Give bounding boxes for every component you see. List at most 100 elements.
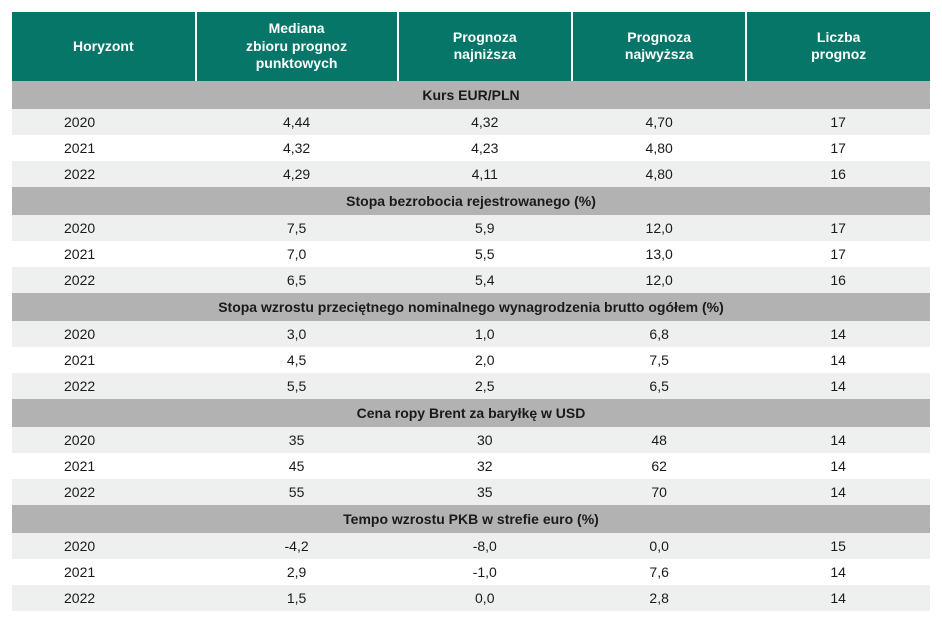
table-row: 202145326214 xyxy=(12,453,930,479)
table-cell: 7,0 xyxy=(196,241,398,267)
table-row: 20214,324,234,8017 xyxy=(12,135,930,161)
table-cell: 17 xyxy=(746,109,930,135)
table-cell: 14 xyxy=(746,585,930,611)
column-header: Prognozanajniższa xyxy=(398,12,572,81)
table-cell: 14 xyxy=(746,559,930,585)
section-header-row: Kurs EUR/PLN xyxy=(12,81,930,109)
table-cell: 2021 xyxy=(12,453,196,479)
table-cell: 2,5 xyxy=(398,373,572,399)
table-cell: 4,23 xyxy=(398,135,572,161)
table-cell: 2020 xyxy=(12,533,196,559)
table-cell: 14 xyxy=(746,321,930,347)
table-cell: 4,70 xyxy=(572,109,746,135)
column-header: Liczbaprognoz xyxy=(746,12,930,81)
table-cell: 4,80 xyxy=(572,161,746,187)
table-cell: 12,0 xyxy=(572,215,746,241)
section-header-row: Tempo wzrostu PKB w strefie euro (%) xyxy=(12,505,930,533)
table-cell: 0,0 xyxy=(398,585,572,611)
table-cell: 17 xyxy=(746,215,930,241)
table-row: 20214,52,07,514 xyxy=(12,347,930,373)
table-cell: 16 xyxy=(746,161,930,187)
table-cell: 0,0 xyxy=(572,533,746,559)
section-header-row: Cena ropy Brent za baryłkę w USD xyxy=(12,399,930,427)
table-row: 20221,50,02,814 xyxy=(12,585,930,611)
table-cell: 15 xyxy=(746,533,930,559)
table-cell: 2021 xyxy=(12,347,196,373)
table-cell: 35 xyxy=(398,479,572,505)
table-cell: 2021 xyxy=(12,241,196,267)
column-header: Horyzont xyxy=(12,12,196,81)
table-row: 20212,9-1,07,614 xyxy=(12,559,930,585)
table-body: Kurs EUR/PLN20204,444,324,701720214,324,… xyxy=(12,81,930,611)
table-cell: 2020 xyxy=(12,321,196,347)
table-cell: 30 xyxy=(398,427,572,453)
table-cell: 4,32 xyxy=(196,135,398,161)
table-row: 2020-4,2-8,00,015 xyxy=(12,533,930,559)
table-cell: 2021 xyxy=(12,559,196,585)
table-cell: 5,9 xyxy=(398,215,572,241)
table-cell: 2020 xyxy=(12,427,196,453)
table-row: 20204,444,324,7017 xyxy=(12,109,930,135)
section-header-row: Stopa wzrostu przeciętnego nominalnego w… xyxy=(12,293,930,321)
table-cell: -4,2 xyxy=(196,533,398,559)
table-cell: 4,80 xyxy=(572,135,746,161)
table-container: HoryzontMedianazbioru prognozpunktowychP… xyxy=(12,12,930,611)
table-row: 202035304814 xyxy=(12,427,930,453)
table-cell: 14 xyxy=(746,453,930,479)
table-row: 20217,05,513,017 xyxy=(12,241,930,267)
table-cell: 32 xyxy=(398,453,572,479)
table-cell: 2022 xyxy=(12,373,196,399)
table-cell: 2022 xyxy=(12,161,196,187)
table-cell: 7,5 xyxy=(196,215,398,241)
table-cell: 45 xyxy=(196,453,398,479)
table-cell: 1,0 xyxy=(398,321,572,347)
table-cell: 4,32 xyxy=(398,109,572,135)
table-cell: 12,0 xyxy=(572,267,746,293)
table-cell: 14 xyxy=(746,479,930,505)
table-cell: 17 xyxy=(746,241,930,267)
section-header-row: Stopa bezrobocia rejestrowanego (%) xyxy=(12,187,930,215)
table-cell: 16 xyxy=(746,267,930,293)
table-cell: 1,5 xyxy=(196,585,398,611)
table-cell: 14 xyxy=(746,373,930,399)
table-cell: 4,29 xyxy=(196,161,398,187)
column-header: Prognozanajwyższa xyxy=(572,12,746,81)
table-cell: 14 xyxy=(746,347,930,373)
table-cell: 2,0 xyxy=(398,347,572,373)
table-row: 20207,55,912,017 xyxy=(12,215,930,241)
table-cell: 5,4 xyxy=(398,267,572,293)
table-row: 20225,52,56,514 xyxy=(12,373,930,399)
table-cell: 5,5 xyxy=(398,241,572,267)
table-row: 20224,294,114,8016 xyxy=(12,161,930,187)
table-cell: 4,5 xyxy=(196,347,398,373)
column-header: Medianazbioru prognozpunktowych xyxy=(196,12,398,81)
table-row: 202255357014 xyxy=(12,479,930,505)
table-head: HoryzontMedianazbioru prognozpunktowychP… xyxy=(12,12,930,81)
table-cell: 7,5 xyxy=(572,347,746,373)
table-cell: 14 xyxy=(746,427,930,453)
table-cell: 4,44 xyxy=(196,109,398,135)
table-cell: 4,11 xyxy=(398,161,572,187)
table-cell: 5,5 xyxy=(196,373,398,399)
section-title: Cena ropy Brent za baryłkę w USD xyxy=(12,399,930,427)
section-title: Tempo wzrostu PKB w strefie euro (%) xyxy=(12,505,930,533)
table-cell: 2022 xyxy=(12,267,196,293)
table-cell: 62 xyxy=(572,453,746,479)
table-cell: 2022 xyxy=(12,479,196,505)
table-cell: -8,0 xyxy=(398,533,572,559)
section-title: Stopa wzrostu przeciętnego nominalnego w… xyxy=(12,293,930,321)
table-cell: 2,8 xyxy=(572,585,746,611)
table-cell: 13,0 xyxy=(572,241,746,267)
table-cell: 2021 xyxy=(12,135,196,161)
table-cell: 7,6 xyxy=(572,559,746,585)
table-cell: 17 xyxy=(746,135,930,161)
table-cell: 2022 xyxy=(12,585,196,611)
table-cell: 6,5 xyxy=(196,267,398,293)
table-cell: 2020 xyxy=(12,109,196,135)
table-cell: 2020 xyxy=(12,215,196,241)
table-cell: 6,5 xyxy=(572,373,746,399)
table-cell: 2,9 xyxy=(196,559,398,585)
table-row: 20226,55,412,016 xyxy=(12,267,930,293)
table-cell: 70 xyxy=(572,479,746,505)
section-title: Stopa bezrobocia rejestrowanego (%) xyxy=(12,187,930,215)
